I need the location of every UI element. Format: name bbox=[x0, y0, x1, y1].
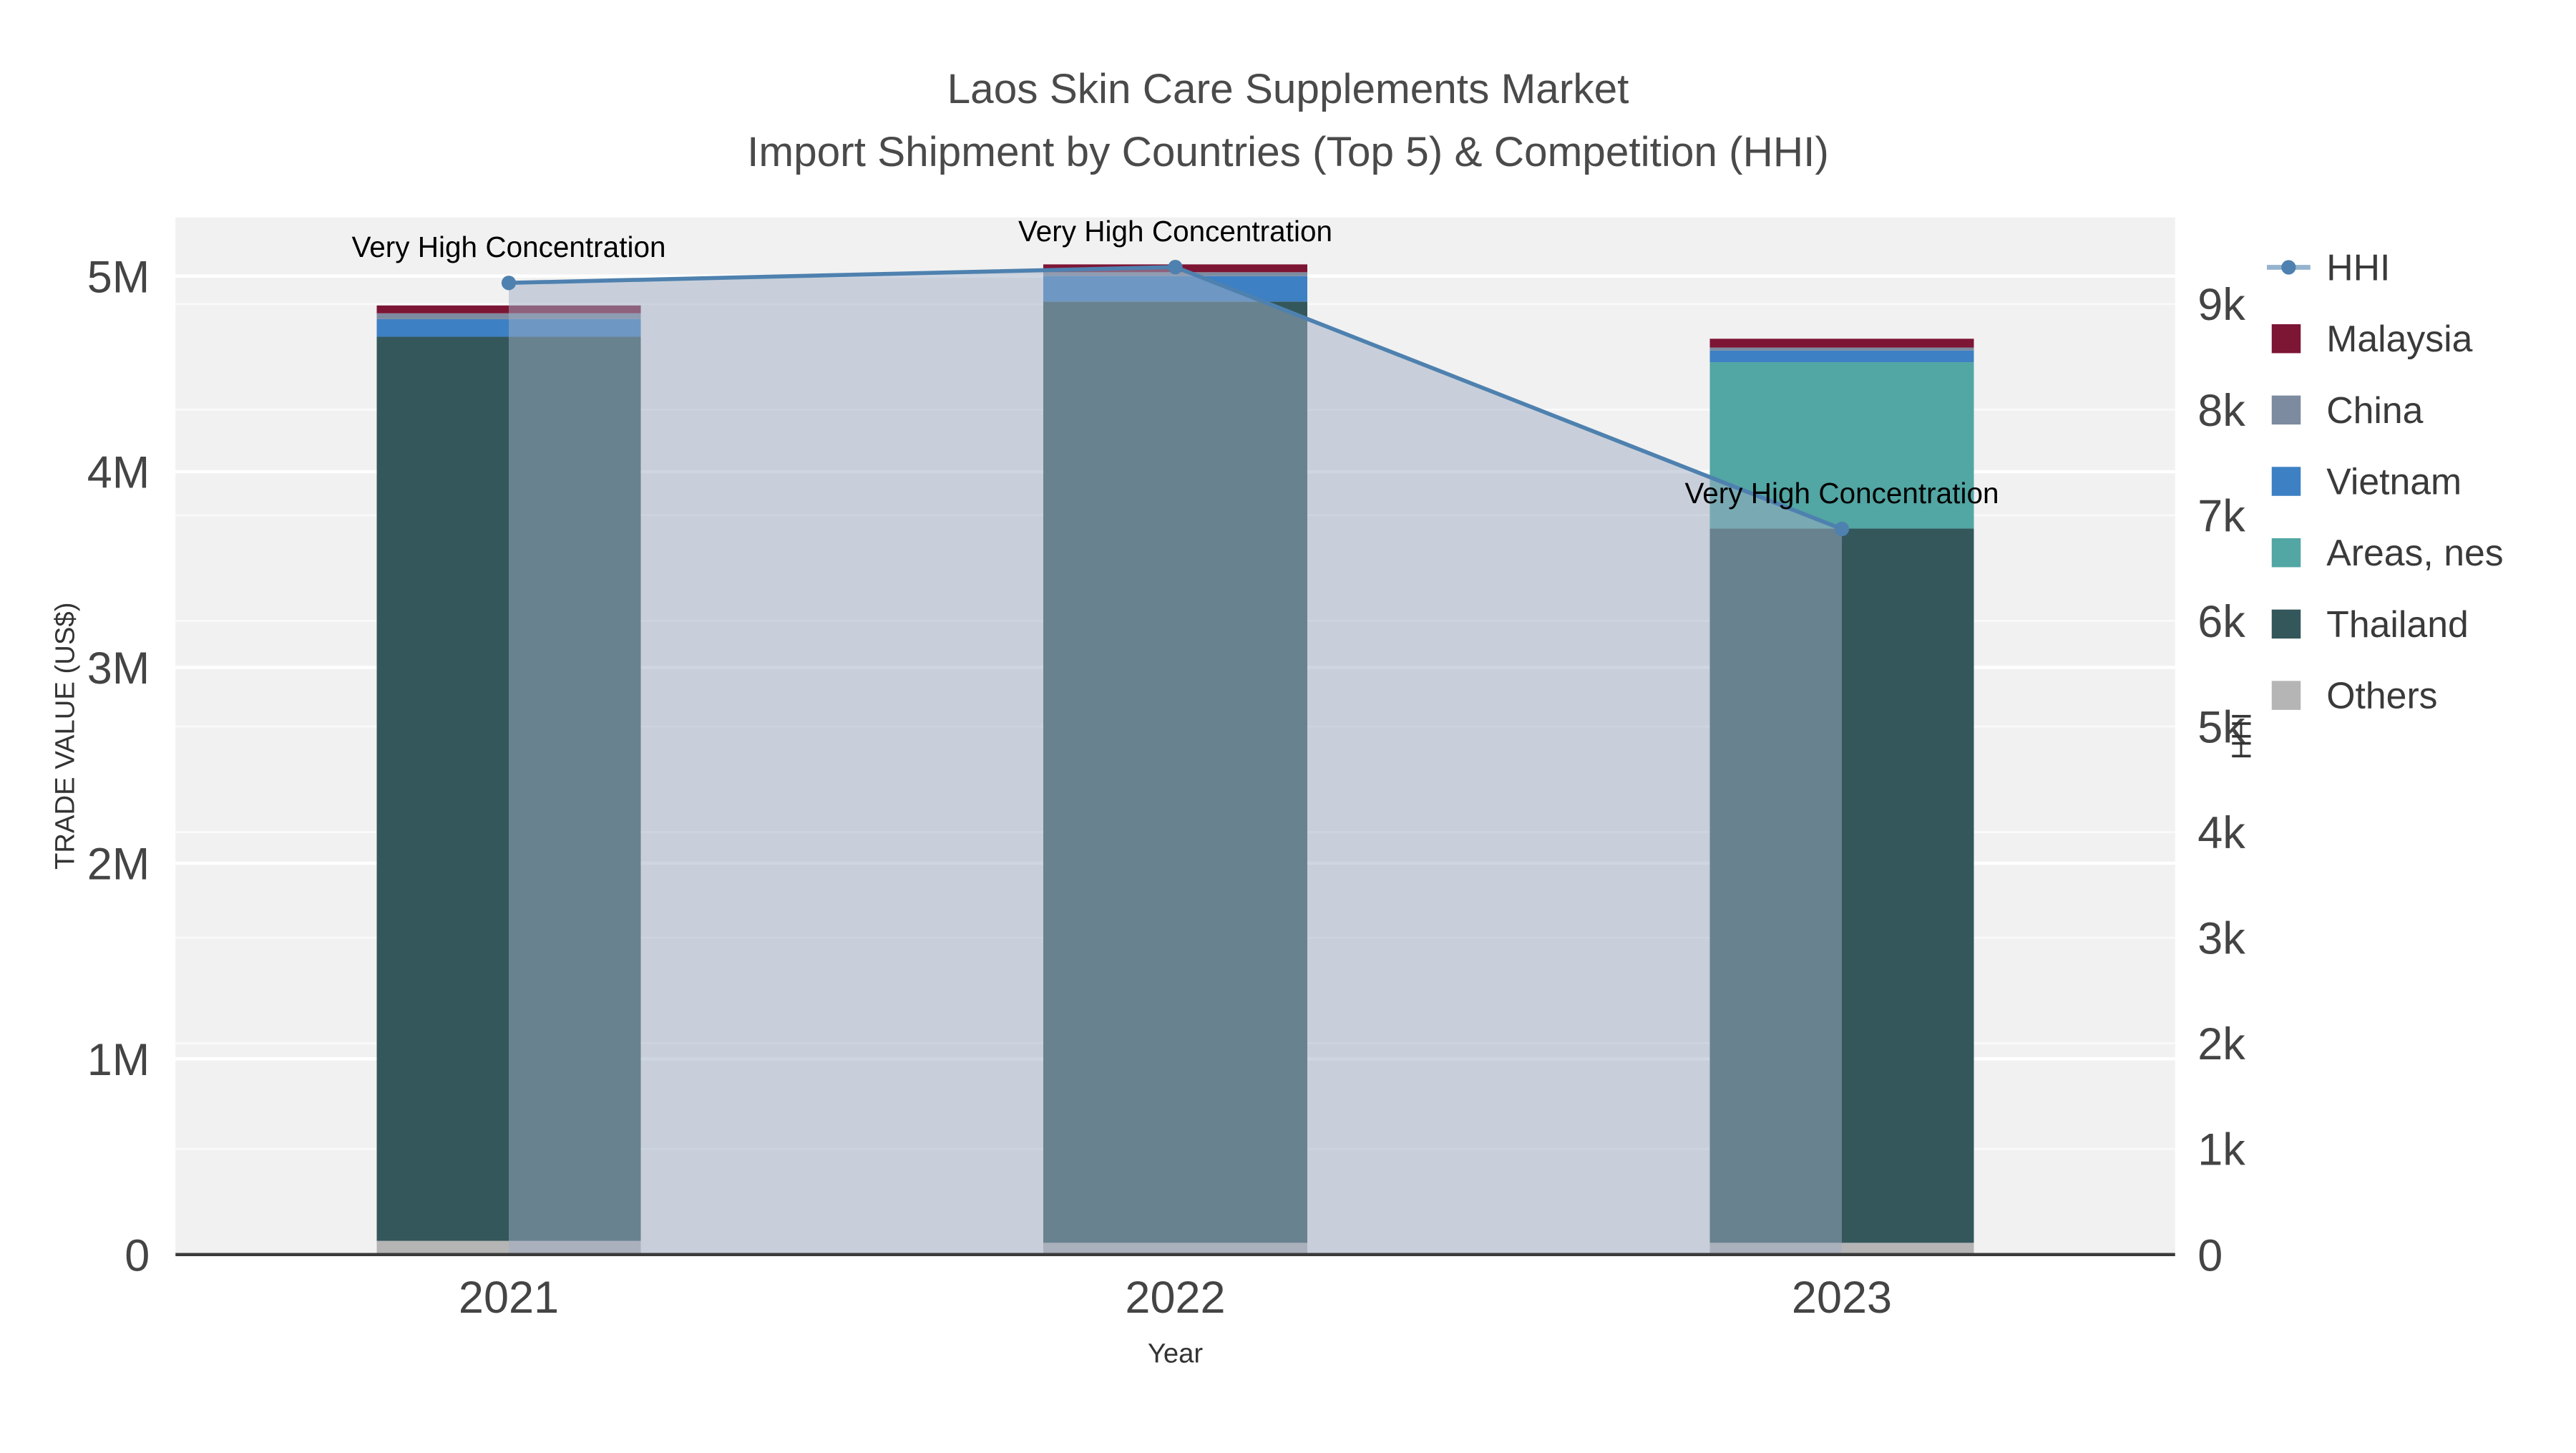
hhi-marker-2023 bbox=[1834, 521, 1850, 537]
y2-tick-label: 5k bbox=[2197, 702, 2245, 752]
legend-item-areas-nes[interactable]: Areas, nes bbox=[2271, 532, 2504, 573]
y-axis-title: TRADE VALUE (US$) bbox=[50, 603, 81, 870]
legend-label-thailand: Thailand bbox=[2326, 603, 2469, 645]
y2-tick-label: 2k bbox=[2197, 1019, 2245, 1069]
legend-label-malaysia: Malaysia bbox=[2326, 318, 2472, 359]
x-tick-label-2023: 2023 bbox=[1792, 1273, 1892, 1323]
y2-tick-label: 0 bbox=[2197, 1230, 2223, 1281]
y2-tick-label: 7k bbox=[2197, 491, 2245, 541]
x-tick-label-2022: 2022 bbox=[1125, 1273, 1225, 1323]
x-axis-title: Year bbox=[1148, 1338, 1204, 1369]
bar-segment-malaysia-2023 bbox=[1709, 339, 1974, 348]
legend-label-hhi: HHI bbox=[2326, 247, 2390, 288]
hhi-marker-2021 bbox=[501, 276, 517, 291]
y2-tick-label: 3k bbox=[2197, 914, 2245, 964]
y2-tick-label: 4k bbox=[2197, 808, 2245, 858]
y-tick-label: 3M bbox=[87, 643, 150, 694]
legend-label-vietnam: Vietnam bbox=[2326, 461, 2462, 502]
y-tick-label: 1M bbox=[87, 1035, 150, 1085]
chart-title: Laos Skin Care Supplements Market bbox=[947, 66, 1629, 112]
y-tick-label: 4M bbox=[87, 448, 150, 498]
legend-swatch-thailand bbox=[2271, 609, 2301, 639]
y-tick-label: 5M bbox=[87, 252, 150, 302]
annotations-layer: Very High Concentration Very High Concent… bbox=[352, 215, 1999, 510]
hhi-marker-2022 bbox=[1168, 259, 1183, 275]
x-tick-label-2021: 2021 bbox=[459, 1273, 559, 1323]
legend-item-others[interactable]: Others bbox=[2271, 675, 2438, 716]
legend: HHI Malaysia China Vietnam Areas, nes Thailan… bbox=[2267, 247, 2504, 716]
annotation-2021: Very High Concentration bbox=[352, 230, 666, 263]
legend-swatch-others bbox=[2271, 681, 2301, 710]
annotation-2023: Very High Concentration bbox=[1685, 477, 1999, 510]
y-tick-label: 0 bbox=[125, 1230, 150, 1281]
annotation-2022: Very High Concentration bbox=[1018, 215, 1332, 248]
bar-segment-china-2023 bbox=[1709, 347, 1974, 351]
legend-item-vietnam[interactable]: Vietnam bbox=[2271, 461, 2462, 502]
y-tick-label: 2M bbox=[87, 839, 150, 889]
legend-label-china: China bbox=[2326, 389, 2423, 431]
legend-swatch-areas-nes bbox=[2271, 538, 2301, 568]
y2-tick-label: 1k bbox=[2197, 1125, 2245, 1175]
legend-swatch-malaysia bbox=[2271, 324, 2301, 354]
y2-axis-title: HHI bbox=[2227, 712, 2258, 759]
legend-item-hhi[interactable]: HHI bbox=[2267, 247, 2390, 288]
legend-swatch-vietnam bbox=[2271, 467, 2301, 496]
y2-tick-label: 9k bbox=[2197, 280, 2245, 330]
legend-line-marker bbox=[2281, 260, 2296, 275]
y2-tick-label: 6k bbox=[2197, 597, 2245, 647]
legend-label-others: Others bbox=[2326, 675, 2437, 716]
legend-swatch-china bbox=[2271, 395, 2301, 425]
chart-subtitle: Import Shipment by Countries (Top 5) & C… bbox=[747, 129, 1829, 175]
legend-item-malaysia[interactable]: Malaysia bbox=[2271, 318, 2473, 359]
axis-tick-labels: 0 1M 2M 3M 4M 5M 0 1k 2k 3k 4k 5k 6k 7k 8k 9k 2021 2022 20… bbox=[87, 252, 2246, 1322]
legend-label-areas-nes: Areas, nes bbox=[2326, 532, 2503, 573]
legend-item-thailand[interactable]: Thailand bbox=[2271, 603, 2469, 645]
bar-segment-vietnam-2023 bbox=[1709, 350, 1974, 363]
hhi-line-layer bbox=[501, 259, 1850, 1255]
hhi-area-fill bbox=[509, 267, 1842, 1255]
legend-item-china[interactable]: China bbox=[2271, 389, 2424, 431]
y2-tick-label: 8k bbox=[2197, 386, 2245, 436]
